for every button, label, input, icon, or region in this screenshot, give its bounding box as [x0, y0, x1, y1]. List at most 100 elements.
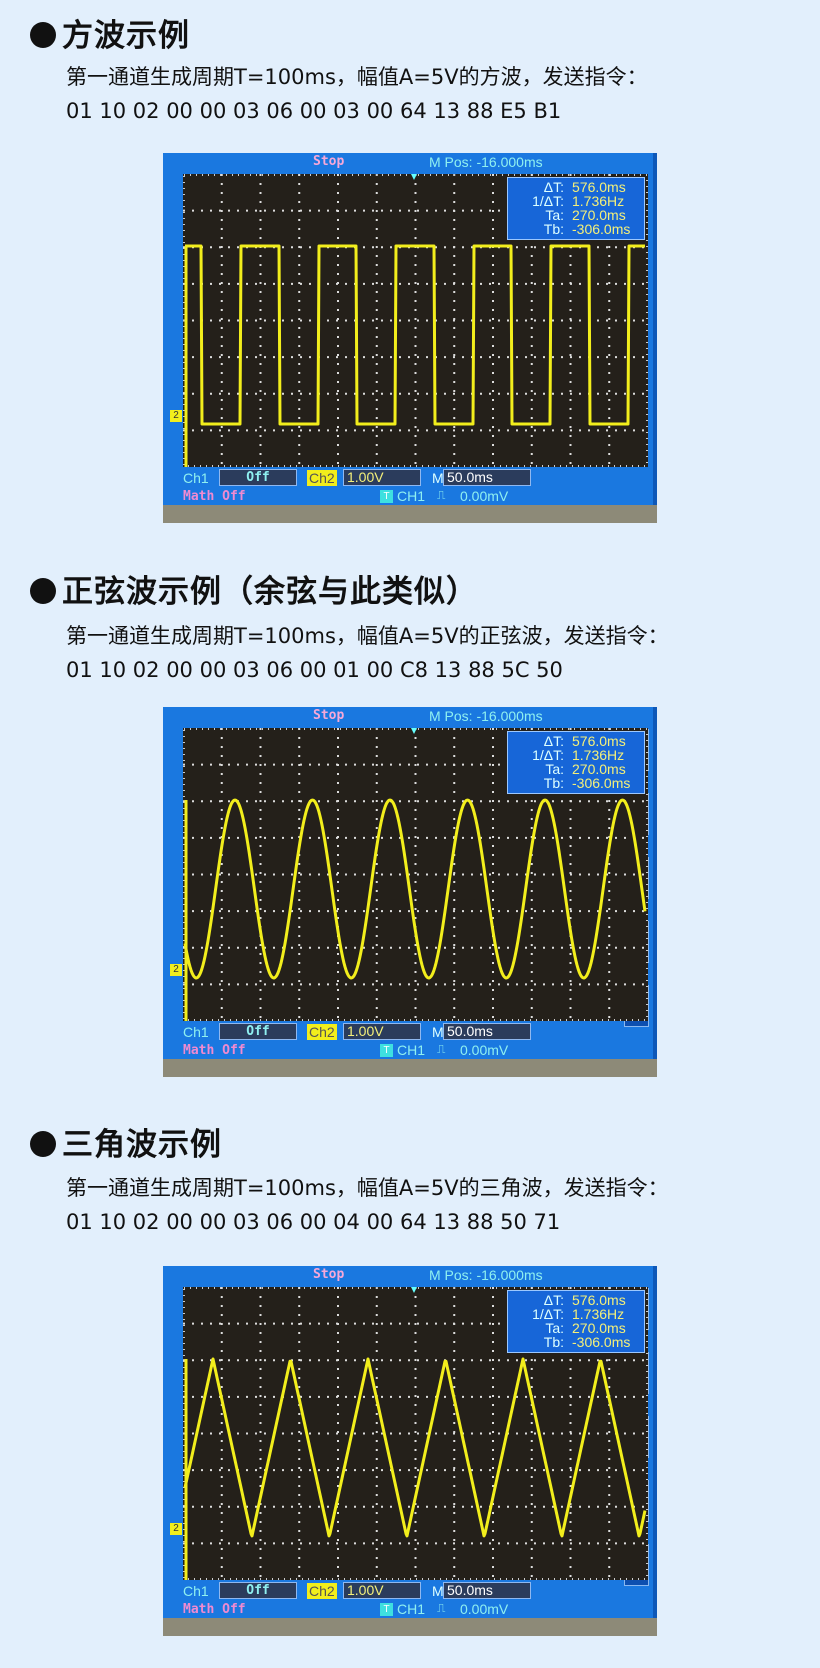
grid-border [183, 728, 648, 1021]
grid-border [183, 1287, 648, 1580]
dt-value: 576.0ms [572, 179, 626, 195]
dt-value: 576.0ms [572, 1292, 626, 1308]
ch2-trace-triangle [183, 1357, 647, 1538]
ch1-value: Off [219, 1023, 297, 1040]
section-heading: 三角波示例 [30, 1119, 222, 1164]
command-text: 01 10 02 00 00 03 06 00 04 00 64 13 88 5… [66, 1210, 561, 1234]
trigger-level: 0.00mV [460, 488, 509, 504]
m-pos: M Pos: -16.000ms [429, 154, 543, 170]
bullet-icon [30, 1131, 56, 1157]
oscilloscope-screenshot: Stop M Pos: -16.000ms ΔT: 576.0ms 1/ΔT: 1.… [163, 707, 657, 1077]
ch1-label: Ch1 [183, 1583, 209, 1599]
trigger-level: 0.00mV [460, 1601, 509, 1617]
dt-label: ΔT: [543, 733, 564, 749]
ch2-badge: Ch2 [307, 1583, 337, 1599]
m-label: M [432, 1583, 444, 1599]
trigger-position-marker [411, 174, 417, 180]
ch2-badge: Ch2 [307, 470, 337, 486]
section-title: 方波示例 [62, 18, 190, 54]
m-pos: M Pos: -16.000ms [429, 708, 543, 724]
ch2-scale: 1.00V [343, 1023, 421, 1040]
command-text: 01 10 02 00 00 03 06 00 01 00 C8 13 88 5… [66, 658, 563, 682]
trigger-badge: T [380, 1044, 393, 1057]
description-text: 第一通道生成周期T=100ms，幅值A=5V的方波，发送指令： [66, 65, 648, 89]
channel-marker: 2 [170, 1523, 182, 1535]
command-text: 01 10 02 00 00 03 06 00 03 00 64 13 88 E… [66, 99, 562, 123]
ch2-scale: 1.00V [343, 1582, 421, 1599]
section-description: 第一通道生成周期T=100ms，幅值A=5V的正弦波，发送指令： 01 10 0… [66, 619, 669, 687]
m-label: M [432, 1024, 444, 1040]
trigger-badge: T [380, 490, 393, 503]
oscilloscope-screenshot: Stop M Pos: -16.000ms ΔT: 576.0ms 1/ΔT: 1.… [163, 1266, 657, 1636]
trigger-badge: T [380, 1603, 393, 1616]
oscilloscope-screenshot: Stop M Pos: -16.000ms ΔT: 576.0ms 1/ΔT: 1.… [163, 153, 657, 523]
bullet-icon [30, 578, 56, 604]
channel-marker: 2 [170, 964, 182, 976]
trigger-position-marker [411, 1287, 417, 1293]
tb-value: -306.0ms [572, 221, 631, 237]
trigger-slope-icon: ⎍ [437, 1042, 446, 1056]
tb-value: -306.0ms [572, 1334, 631, 1350]
cursor-info: ΔT: 576.0ms 1/ΔT: 1.736Hz Ta: 270.0ms Tb: -3… [507, 1290, 645, 1353]
dt-value: 576.0ms [572, 733, 626, 749]
section-title: 三角波示例 [62, 1127, 222, 1163]
dt-label: ΔT: [543, 1292, 564, 1308]
m-pos: M Pos: -16.000ms [429, 1267, 543, 1283]
description-text: 第一通道生成周期T=100ms，幅值A=5V的三角波，发送指令： [66, 1176, 669, 1200]
ta-value: 270.0ms [572, 1320, 626, 1336]
dt-label: ΔT: [543, 179, 564, 195]
trigger-source: CH1 [397, 1042, 426, 1058]
inv-dt-value: 1.736Hz [572, 193, 625, 209]
ch2-badge: Ch2 [307, 1024, 337, 1040]
trigger-level: 0.00mV [460, 1042, 509, 1058]
math-status: Math Off [183, 489, 246, 504]
tb-label: Tb: [543, 775, 564, 791]
trigger-source: CH1 [397, 1601, 426, 1617]
bullet-icon [30, 22, 56, 48]
trigger-position-marker [411, 728, 417, 734]
ch2-trace-sine [183, 798, 647, 980]
timebase: 50.0ms [443, 1582, 531, 1599]
math-status: Math Off [183, 1602, 246, 1617]
trigger-slope-icon: ⎍ [437, 1601, 446, 1615]
cursor-info: ΔT: 576.0ms 1/ΔT: 1.736Hz Ta: 270.0ms Tb: -3… [507, 177, 645, 240]
description-text: 第一通道生成周期T=100ms，幅值A=5V的正弦波，发送指令： [66, 624, 669, 648]
section-description: 第一通道生成周期T=100ms，幅值A=5V的方波，发送指令： 01 10 02… [66, 60, 648, 128]
tb-value: -306.0ms [572, 775, 631, 791]
trigger-slope-icon: ⎍ [437, 488, 446, 502]
ch2-scale: 1.00V [343, 469, 421, 486]
run-status: Stop [313, 1267, 345, 1282]
ta-label: Ta: [545, 1320, 564, 1336]
ch1-value: Off [219, 1582, 297, 1599]
ta-value: 270.0ms [572, 207, 626, 223]
tb-label: Tb: [543, 221, 564, 237]
run-status: Stop [313, 154, 345, 169]
waveform-display [183, 1287, 648, 1580]
grid-border [183, 174, 648, 467]
channel-marker: 2 [170, 410, 182, 422]
section-heading: 方波示例 [30, 10, 190, 55]
timebase: 50.0ms [443, 1023, 531, 1040]
inv-dt-value: 1.736Hz [572, 1306, 625, 1322]
section-description: 第一通道生成周期T=100ms，幅值A=5V的三角波，发送指令： 01 10 0… [66, 1171, 669, 1239]
inv-dt-label: 1/ΔT: [532, 1306, 564, 1322]
section-heading: 正弦波示例（余弦与此类似） [30, 566, 478, 611]
inv-dt-label: 1/ΔT: [532, 193, 564, 209]
m-label: M [432, 470, 444, 486]
ch1-value: Off [219, 469, 297, 486]
ta-label: Ta: [545, 207, 564, 223]
trigger-source: CH1 [397, 488, 426, 504]
ch1-label: Ch1 [183, 470, 209, 486]
inv-dt-value: 1.736Hz [572, 747, 625, 763]
ch1-label: Ch1 [183, 1024, 209, 1040]
ta-label: Ta: [545, 761, 564, 777]
waveform-display [183, 728, 648, 1021]
inv-dt-label: 1/ΔT: [532, 747, 564, 763]
math-status: Math Off [183, 1043, 246, 1058]
tb-label: Tb: [543, 1334, 564, 1350]
ta-value: 270.0ms [572, 761, 626, 777]
timebase: 50.0ms [443, 469, 531, 486]
cursor-info: ΔT: 576.0ms 1/ΔT: 1.736Hz Ta: 270.0ms Tb: -3… [507, 731, 645, 794]
run-status: Stop [313, 708, 345, 723]
section-title: 正弦波示例（余弦与此类似） [62, 574, 478, 610]
